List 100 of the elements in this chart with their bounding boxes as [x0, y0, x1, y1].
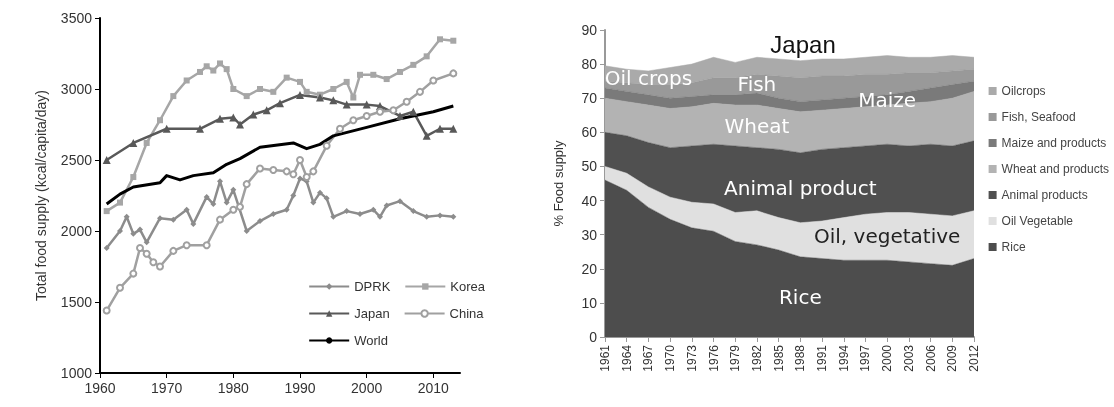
- point: [377, 213, 383, 220]
- legend-label: Korea: [450, 279, 486, 294]
- point: [410, 208, 417, 215]
- point: [330, 86, 337, 92]
- x-tick-label: 1973: [684, 344, 699, 372]
- point: [370, 206, 377, 213]
- annotation: Oil, vegetative: [814, 224, 961, 249]
- point: [296, 90, 304, 99]
- point: [370, 71, 377, 78]
- point: [103, 208, 110, 215]
- point: [270, 210, 277, 217]
- point: [230, 86, 237, 92]
- point: [450, 37, 457, 44]
- point: [117, 199, 123, 206]
- y-tick-label: 30: [581, 226, 598, 243]
- x-tick-label: 2000: [351, 380, 383, 396]
- point: [362, 111, 371, 120]
- point: [149, 258, 158, 267]
- y-axis-title: Total food supply (kcal/capita/day): [33, 90, 49, 301]
- point: [357, 71, 363, 78]
- point: [170, 216, 177, 223]
- point: [283, 206, 290, 213]
- line-series: [105, 104, 455, 206]
- point: [197, 68, 203, 75]
- point: [170, 93, 177, 100]
- legend-label: Oil Vegetable: [1001, 214, 1074, 228]
- point: [136, 244, 144, 253]
- point: [169, 246, 178, 255]
- point: [182, 241, 191, 250]
- point: [210, 67, 217, 74]
- point: [129, 138, 138, 147]
- x-tick-label: 1997: [858, 344, 873, 372]
- point: [276, 99, 284, 108]
- x-tick-label: 2000: [880, 344, 895, 372]
- point: [416, 87, 424, 96]
- point: [242, 180, 251, 189]
- point: [217, 60, 223, 67]
- x-tick-label: 1970: [663, 344, 678, 372]
- point: [350, 94, 357, 101]
- x-tick-label: 1970: [151, 380, 183, 396]
- point: [423, 53, 430, 60]
- point: [343, 208, 350, 215]
- point: [157, 215, 163, 222]
- point: [229, 205, 238, 214]
- point: [297, 78, 303, 85]
- point: [103, 245, 110, 252]
- point: [130, 174, 137, 181]
- y-tick-label: 40: [581, 192, 598, 209]
- point: [330, 213, 337, 220]
- x-tick-label: 1979: [728, 344, 743, 372]
- point: [129, 269, 138, 278]
- point: [269, 165, 278, 174]
- y-tick-label: 3500: [60, 10, 93, 26]
- y-tick-label: 20: [581, 260, 598, 277]
- point: [296, 156, 304, 164]
- x-tick-label: 1964: [619, 344, 634, 372]
- point: [283, 74, 290, 81]
- legend-label: Wheat and products: [1001, 162, 1110, 176]
- point: [422, 131, 431, 140]
- legend-label: Maize and products: [1001, 136, 1107, 150]
- point: [343, 78, 350, 85]
- point: [203, 63, 210, 70]
- point: [257, 86, 263, 92]
- point: [216, 215, 224, 224]
- point: [409, 107, 418, 116]
- point: [437, 212, 443, 219]
- point: [183, 206, 190, 213]
- annotation: Rice: [778, 284, 822, 309]
- annotation: Oil crops: [604, 65, 693, 90]
- point: [302, 173, 311, 182]
- legend-label: Fish, Seafood: [1001, 110, 1076, 124]
- point: [257, 218, 263, 225]
- y-tick-label: 3000: [60, 81, 93, 97]
- annotation: Maize: [858, 87, 917, 112]
- point: [116, 283, 124, 292]
- point: [437, 36, 443, 43]
- point: [236, 120, 244, 129]
- x-tick-label: 1961: [598, 344, 612, 372]
- x-tick-label: 1960: [84, 380, 116, 396]
- point: [310, 199, 317, 206]
- point: [449, 124, 458, 133]
- x-tick-label: 2003: [901, 344, 916, 372]
- point: [317, 189, 323, 196]
- point: [389, 106, 398, 115]
- y-tick-label: 0: [589, 329, 598, 345]
- point: [376, 107, 384, 116]
- y-tick-label: 10: [581, 294, 598, 311]
- annotation: Wheat: [724, 114, 790, 139]
- x-tick-label: 1991: [815, 344, 830, 372]
- point: [423, 213, 430, 220]
- point: [243, 93, 250, 100]
- y-tick-label: 1500: [60, 294, 93, 310]
- point: [383, 76, 390, 83]
- x-tick-label: 1994: [836, 344, 851, 372]
- point: [142, 249, 151, 258]
- point: [223, 66, 230, 73]
- point: [383, 202, 390, 209]
- point: [202, 241, 211, 250]
- y-tick-label: 90: [581, 22, 598, 38]
- x-tick-label: 1980: [217, 380, 250, 396]
